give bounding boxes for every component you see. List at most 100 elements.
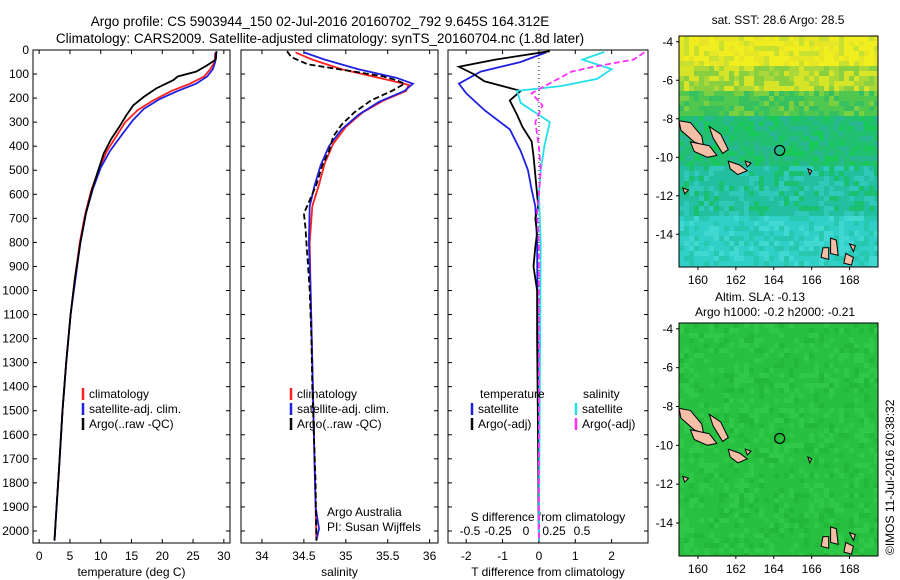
- map-cell: [704, 136, 710, 142]
- map-cell: [804, 348, 810, 354]
- map-cell: [784, 211, 790, 217]
- map-cell: [784, 66, 790, 72]
- map-cell: [874, 548, 878, 554]
- map-cell: [709, 388, 715, 394]
- map-cell: [699, 176, 705, 182]
- map-cell: [769, 478, 775, 484]
- map-cell: [729, 553, 735, 556]
- map-cell: [734, 353, 740, 359]
- map-cell: [764, 111, 770, 117]
- map-cell: [739, 323, 745, 329]
- map-cell: [809, 553, 815, 556]
- map-cell: [869, 46, 875, 52]
- map-cell: [719, 358, 725, 364]
- map-cell: [809, 186, 815, 192]
- map-cell: [699, 111, 705, 117]
- map-cell: [784, 41, 790, 47]
- depth-tick-label: 1600: [2, 428, 29, 442]
- map-cell: [804, 51, 810, 57]
- map-cell: [764, 121, 770, 127]
- map-cell: [769, 161, 775, 167]
- map-cell: [874, 161, 878, 167]
- map-cell: [844, 181, 850, 187]
- map-cell: [804, 151, 810, 157]
- map-cell: [844, 333, 850, 339]
- map-cell: [679, 443, 685, 449]
- legend-label: Argo(-adj): [478, 417, 531, 431]
- map-cell: [729, 533, 735, 539]
- map-cell: [824, 438, 830, 444]
- map-cell: [869, 191, 875, 197]
- map-cell: [849, 186, 855, 192]
- map-cell: [819, 111, 825, 117]
- map-cell: [864, 91, 870, 97]
- map-cell: [754, 343, 760, 349]
- series-group: [456, 50, 645, 541]
- map-cell: [724, 241, 730, 247]
- map-cell: [714, 71, 720, 77]
- map-cell: [779, 388, 785, 394]
- map-cell: [824, 166, 830, 172]
- map-cell: [864, 418, 870, 424]
- x-tick-label: 25: [186, 549, 200, 563]
- map-cell: [774, 378, 780, 384]
- map-cell: [859, 398, 865, 404]
- map-cell: [839, 443, 845, 449]
- map-cell: [874, 363, 878, 369]
- map-cell: [774, 323, 780, 329]
- map-cell: [819, 91, 825, 97]
- map-cell: [829, 333, 835, 339]
- map-cell: [784, 216, 790, 222]
- map-cell: [814, 166, 820, 172]
- map-cell: [754, 166, 760, 172]
- map-cell: [849, 383, 855, 389]
- map-cell: [794, 368, 800, 374]
- map-cell: [799, 91, 805, 97]
- map-cell: [809, 261, 815, 267]
- map-cell: [874, 41, 878, 47]
- lat-tick-label: -4: [662, 35, 673, 49]
- map-cell: [779, 443, 785, 449]
- map-cell: [739, 151, 745, 157]
- map-cell: [714, 348, 720, 354]
- map-cell: [759, 468, 765, 474]
- map-cell: [864, 553, 870, 556]
- map-cell: [854, 548, 860, 554]
- map-cell: [864, 51, 870, 57]
- map-cell: [874, 216, 878, 222]
- map-cell: [754, 136, 760, 142]
- map-cell: [749, 211, 755, 217]
- map-cell: [739, 518, 745, 524]
- map-cell: [839, 181, 845, 187]
- map-cell: [839, 508, 845, 514]
- map-cell: [769, 338, 775, 344]
- map-cell: [774, 236, 780, 242]
- island: [744, 448, 752, 456]
- map-cell: [819, 106, 825, 112]
- map-cell: [824, 528, 830, 534]
- map-cell: [854, 443, 860, 449]
- map-cell: [704, 71, 710, 77]
- map-cell: [739, 216, 745, 222]
- map-cell: [814, 383, 820, 389]
- map-cell: [804, 196, 810, 202]
- map-cell: [704, 141, 710, 147]
- map-cell: [724, 91, 730, 97]
- map-cell: [734, 156, 740, 162]
- map-cell: [829, 328, 835, 334]
- map-cell: [774, 408, 780, 414]
- depth-tick-label: 400: [9, 139, 29, 153]
- map-cell: [734, 181, 740, 187]
- map-cell: [809, 256, 815, 262]
- map-cell: [694, 493, 700, 499]
- map-cell: [709, 408, 715, 414]
- map-cell: [769, 61, 775, 67]
- map-cell: [709, 453, 715, 459]
- map-cell: [709, 171, 715, 177]
- map-cell: [814, 508, 820, 514]
- map-cell: [789, 46, 795, 52]
- map-cell: [819, 508, 825, 514]
- map-cell: [809, 413, 815, 419]
- map-cell: [689, 508, 695, 514]
- map-cell: [774, 211, 780, 217]
